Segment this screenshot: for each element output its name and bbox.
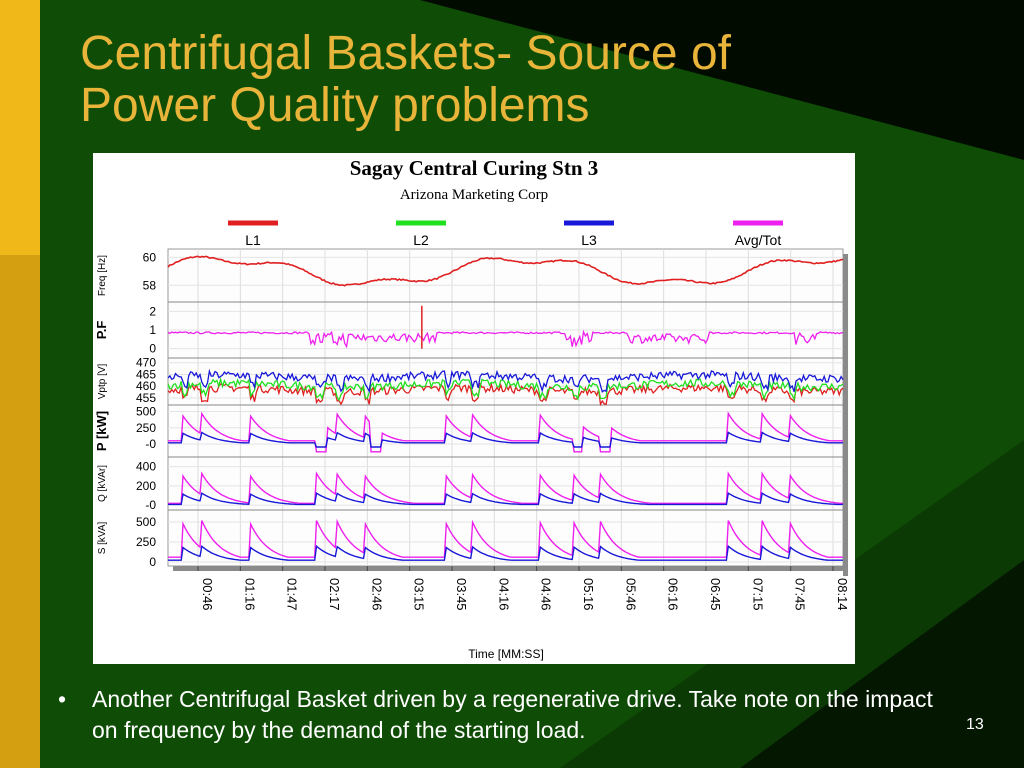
- y-tick-label: 250: [136, 421, 156, 435]
- load-phase-line-5: [168, 544, 843, 561]
- slide-title: Centrifugal Baskets- Source of Power Qua…: [80, 28, 980, 132]
- chart-panel: Sagay Central Curing Stn 3 Arizona Market…: [93, 153, 855, 664]
- chart-subtitle: Arizona Marketing Corp: [400, 187, 548, 203]
- slide-number: 13: [966, 716, 984, 733]
- plot-shadow-bottom: [173, 566, 848, 571]
- voltage-series-line-1: [167, 382, 844, 407]
- y-tick-label: 60: [143, 250, 157, 264]
- y-tick-label: 460: [136, 379, 156, 393]
- x-tick-label: 03:15: [412, 578, 427, 611]
- freq-series-line: [167, 255, 844, 287]
- legend-label-1: L1: [245, 232, 261, 248]
- y-axis-label: Freq [Hz]: [97, 255, 108, 296]
- voltage-series-line-3: [167, 368, 844, 394]
- load-phase-line-3: [168, 431, 843, 448]
- x-tick-label: 05:16: [581, 578, 596, 611]
- y-axis-label: P [kW]: [94, 411, 109, 451]
- x-tick-label: 06:45: [708, 578, 723, 611]
- x-tick-label: 06:16: [666, 578, 681, 611]
- y-tick-label: 500: [136, 515, 156, 529]
- chart: Sagay Central Curing Stn 3 Arizona Market…: [94, 156, 850, 661]
- y-tick-label: 0: [149, 555, 156, 569]
- y-tick-label: 2: [149, 304, 156, 318]
- x-tick-label: 03:45: [454, 578, 469, 611]
- slide-title-line1: Centrifugal Baskets- Source of: [80, 27, 731, 80]
- y-tick-label: 250: [136, 535, 156, 549]
- legend-label-3: L3: [581, 232, 597, 248]
- plot-area: [167, 248, 844, 567]
- y-tick-label: 455: [136, 391, 156, 405]
- x-tick-label: 02:17: [327, 578, 342, 611]
- y-tick-label: 470: [136, 356, 156, 370]
- chart-title: Sagay Central Curing Stn 3: [350, 156, 599, 180]
- x-tick-label: 02:46: [369, 578, 384, 611]
- bullet-text: Another Centrifugal Basket driven by a r…: [92, 686, 933, 743]
- x-tick-label: 08:14: [835, 578, 850, 611]
- x-tick-label: 01:16: [242, 578, 257, 611]
- load-total-line-5: [168, 518, 843, 558]
- y-axis-label: S [kVA]: [97, 521, 108, 554]
- load-phase-line-4: [168, 491, 843, 506]
- y-axis-label: Vptp [V]: [97, 363, 108, 399]
- y-tick-label: 465: [136, 367, 156, 381]
- x-axis-label: Time [MM:SS]: [468, 647, 544, 661]
- x-tick-label: 01:47: [285, 578, 300, 611]
- y-tick-label: 0: [149, 342, 156, 356]
- x-tick-label: 04:46: [539, 578, 554, 611]
- voltage-series-line-2: [167, 376, 844, 402]
- slide-title-line2: Power Quality problems: [80, 79, 590, 132]
- y-axis-label: Q [kVAr]: [97, 465, 108, 502]
- y-tick-label: -0: [145, 498, 156, 512]
- y-axis-label: P.F: [94, 321, 109, 340]
- y-tick-label: -0: [145, 437, 156, 451]
- x-tick-label: 07:15: [750, 578, 765, 611]
- bullet-dot: •: [58, 686, 67, 712]
- legend-label-2: L2: [413, 232, 429, 248]
- y-tick-label: 1: [149, 323, 156, 337]
- plot-shadow-right: [843, 254, 848, 576]
- x-tick-label: 05:46: [623, 578, 638, 611]
- x-tick-label: 00:46: [200, 578, 215, 611]
- x-tick-label: 07:45: [793, 578, 808, 611]
- y-tick-label: 400: [136, 460, 156, 474]
- legend-label-4: Avg/Tot: [735, 232, 782, 248]
- y-tick-label: 200: [136, 479, 156, 493]
- load-total-line-4: [168, 471, 843, 504]
- load-total-line-3: [168, 411, 843, 453]
- x-tick-label: 04:16: [496, 578, 511, 611]
- pf-series-line: [167, 329, 843, 349]
- y-tick-label: 58: [143, 278, 157, 292]
- y-tick-label: 500: [136, 405, 156, 419]
